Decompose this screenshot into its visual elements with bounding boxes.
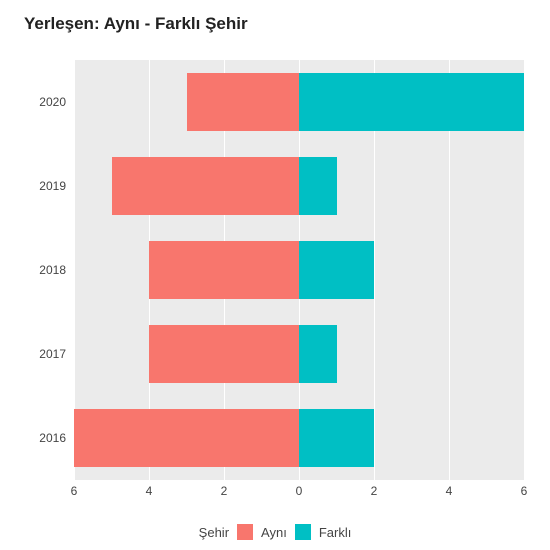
bar-ayni	[74, 409, 299, 468]
chart-title: Yerleşen: Aynı - Farklı Şehir	[24, 14, 248, 34]
y-axis-label: 2016	[6, 431, 66, 445]
bar-farkli	[299, 73, 524, 132]
legend-label-ayni: Aynı	[261, 525, 287, 540]
bar-row	[74, 157, 524, 216]
legend-title: Şehir	[199, 525, 229, 540]
bar-farkli	[299, 325, 337, 384]
y-axis-label: 2017	[6, 347, 66, 361]
y-axis-label: 2019	[6, 179, 66, 193]
bar-ayni	[187, 73, 300, 132]
chart-container: Yerleşen: Aynı - Farklı Şehir Şehir Aynı…	[0, 0, 550, 550]
bar-row	[74, 241, 524, 300]
legend: Şehir Aynı Farklı	[0, 524, 550, 540]
x-axis-label: 6	[71, 484, 78, 498]
x-axis-label: 4	[146, 484, 153, 498]
legend-swatch-ayni	[237, 524, 253, 540]
x-axis-label: 2	[371, 484, 378, 498]
bar-farkli	[299, 241, 374, 300]
bar-row	[74, 325, 524, 384]
x-axis-label: 6	[521, 484, 528, 498]
bar-ayni	[149, 241, 299, 300]
bar-row	[74, 73, 524, 132]
bar-ayni	[112, 157, 300, 216]
bar-row	[74, 409, 524, 468]
legend-label-farkli: Farklı	[319, 525, 352, 540]
bar-ayni	[149, 325, 299, 384]
x-axis-label: 4	[446, 484, 453, 498]
legend-swatch-farkli	[295, 524, 311, 540]
gridline	[524, 60, 525, 480]
bar-farkli	[299, 409, 374, 468]
x-axis-label: 0	[296, 484, 303, 498]
plot-area	[74, 60, 524, 480]
bar-farkli	[299, 157, 337, 216]
y-axis-label: 2020	[6, 95, 66, 109]
x-axis-label: 2	[221, 484, 228, 498]
y-axis-label: 2018	[6, 263, 66, 277]
